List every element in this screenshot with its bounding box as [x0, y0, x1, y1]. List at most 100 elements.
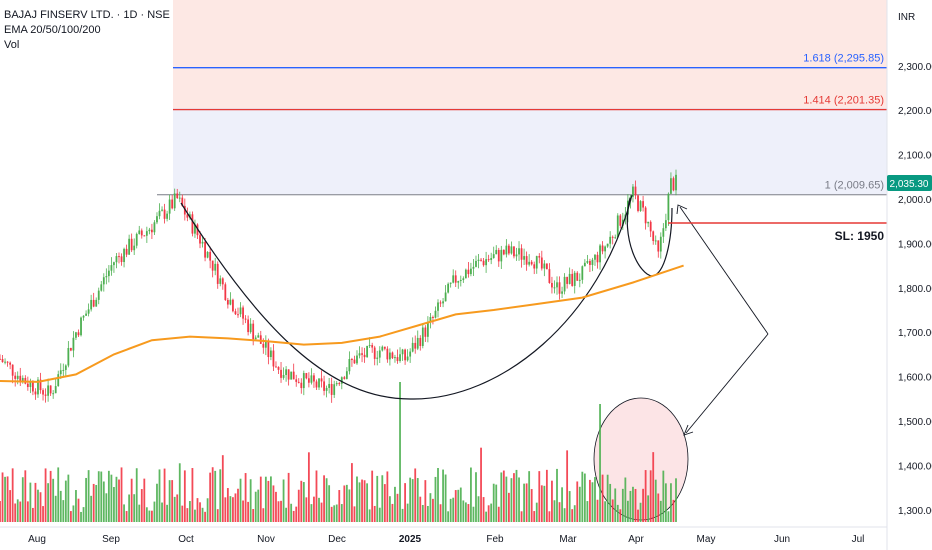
volume-bar	[95, 484, 98, 522]
volume-bar	[510, 478, 513, 522]
volume-bar	[171, 480, 174, 522]
fib-level-label: 1.618 (2,295.85)	[803, 53, 884, 65]
price-axis[interactable]: 2,300.00 2,200.00 2,100.00 2,000.00 1,900.00…	[898, 62, 932, 517]
volume-bar	[313, 496, 315, 522]
candle-body	[0, 358, 1, 360]
candle-body	[396, 357, 399, 362]
volume-bar	[125, 511, 128, 522]
candle-body	[434, 310, 437, 318]
last-price-badge-bg	[887, 175, 932, 191]
currency-label: INR	[898, 12, 915, 23]
candle-body	[611, 236, 614, 238]
candle-body	[477, 259, 480, 261]
candle-body	[113, 262, 115, 266]
candle-body	[444, 292, 447, 302]
candle-body	[201, 241, 204, 244]
volume-bar	[204, 511, 206, 522]
candle-body	[297, 381, 300, 383]
candle-body	[363, 354, 366, 358]
symbol-title[interactable]: BAJAJ FINSERV LTD. · 1D · NSE	[4, 9, 170, 21]
volume-bar	[32, 507, 34, 522]
volume-bar	[457, 489, 460, 522]
volume-bar	[573, 505, 576, 522]
volume-bar	[219, 469, 222, 522]
volume-bar	[447, 511, 450, 522]
volume-label[interactable]: Vol	[4, 39, 20, 51]
volume-bar	[201, 507, 204, 522]
volume-bar	[672, 499, 675, 522]
candle-body	[4, 361, 6, 363]
candle-body	[421, 327, 424, 346]
time-axis[interactable]: Aug Sep Oct Nov Dec 2025 Feb Mar Apr May Jun Jul	[28, 534, 864, 545]
volume-bar	[57, 467, 60, 522]
candle-body	[411, 342, 414, 352]
volume-bar	[82, 507, 85, 522]
volume-bar	[120, 467, 123, 522]
volume-bar	[254, 491, 257, 522]
volume-bar	[226, 488, 229, 522]
candle-body	[239, 307, 242, 315]
arrow-to-price	[679, 206, 769, 335]
y-tick-label: 1,700.00	[898, 328, 932, 339]
candle-body	[333, 384, 336, 395]
candle-body	[64, 365, 67, 370]
candle-body	[151, 229, 153, 233]
candle-body	[563, 276, 566, 292]
volume-bar	[285, 507, 287, 522]
candles	[0, 169, 677, 403]
last-price-badge: 2,035.30	[887, 175, 932, 191]
candle-body	[589, 260, 591, 265]
candle-body	[654, 240, 657, 242]
volume-bar	[161, 502, 163, 522]
candle-body	[171, 199, 174, 209]
candle-body	[642, 201, 644, 208]
volume-bar	[72, 505, 75, 522]
volume-bar	[92, 483, 95, 522]
x-tick-label: Apr	[628, 534, 644, 545]
volume-bar	[85, 477, 87, 522]
volume-bar	[404, 483, 406, 522]
volume-bar	[396, 493, 399, 522]
candle-body	[318, 378, 320, 388]
candle-body	[72, 337, 75, 351]
candle-body	[376, 357, 379, 359]
volume-bar	[591, 482, 594, 522]
candle-body	[340, 377, 343, 384]
candle-body	[401, 349, 404, 355]
candle-body	[153, 222, 156, 233]
volume-bar	[29, 482, 32, 522]
indicator-label[interactable]: EMA 20/50/100/200	[4, 24, 101, 36]
volume-bar	[140, 489, 143, 522]
candle-body	[505, 245, 508, 255]
candle-body	[39, 379, 42, 391]
volume-bar	[153, 501, 156, 522]
candle-body	[280, 369, 282, 378]
candle-body	[464, 269, 467, 279]
volume-bar	[196, 498, 199, 522]
volume-bar	[558, 502, 561, 522]
volume-bar	[105, 493, 108, 522]
candle-body	[543, 263, 546, 269]
volume-bar	[300, 480, 303, 522]
candle-body	[523, 256, 525, 260]
candle-body	[232, 299, 234, 312]
volume-bar	[186, 508, 189, 522]
candle-body	[325, 387, 328, 391]
candle-body	[578, 279, 581, 281]
volume-bar	[237, 488, 239, 522]
volume-bar	[305, 497, 308, 522]
candle-body	[181, 197, 184, 206]
volume-bar	[351, 463, 353, 522]
volume-bar	[178, 463, 181, 522]
volume-bar	[485, 511, 488, 522]
volume-bar	[19, 501, 22, 522]
volume-bar	[1, 472, 4, 522]
candle-body	[614, 237, 617, 239]
volume-bar	[601, 474, 604, 522]
volume-bar	[44, 468, 47, 522]
volume-bar	[168, 480, 171, 522]
candle-body	[599, 245, 601, 263]
y-tick-label: 2,100.00	[898, 151, 932, 162]
volume-bar	[348, 489, 351, 522]
